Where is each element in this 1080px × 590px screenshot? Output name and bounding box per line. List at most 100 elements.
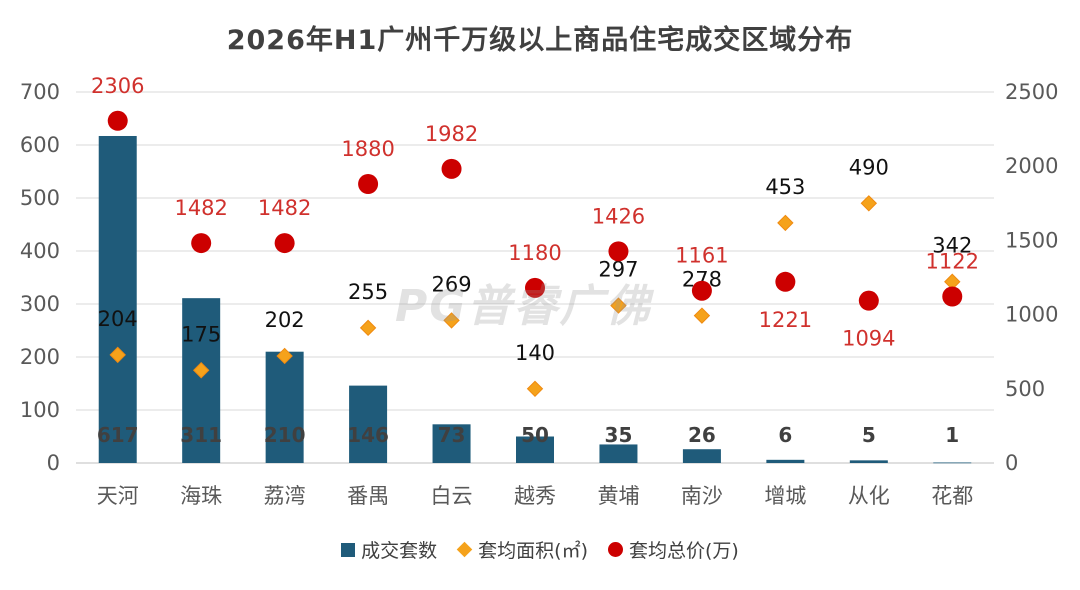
y-left-tick-label: 200 [20, 345, 60, 369]
bar-value-label: 50 [521, 423, 549, 447]
bar-value-label: 35 [605, 423, 633, 447]
bar [849, 460, 888, 463]
x-tick-label: 南沙 [681, 484, 723, 508]
bar [182, 298, 221, 463]
price-marker [441, 158, 462, 179]
bar [265, 351, 304, 463]
x-tick-label: 花都 [931, 484, 973, 508]
legend-swatch-dot [608, 542, 623, 557]
price-marker [942, 286, 963, 307]
bar [599, 444, 638, 463]
area-marker [359, 319, 377, 337]
price-marker [858, 290, 879, 311]
y-right-tick-label: 2500 [1005, 80, 1058, 104]
bar-value-label: 1 [945, 423, 959, 447]
area-value-label: 297 [598, 258, 638, 282]
area-marker [276, 347, 293, 365]
price-marker [107, 110, 128, 131]
price-marker [274, 233, 295, 254]
bar [516, 436, 554, 463]
legend-label-price: 套均总价(万) [629, 540, 739, 562]
area-value-label: 175 [181, 322, 221, 346]
area-marker [777, 214, 794, 232]
x-tick-label: 从化 [848, 484, 890, 508]
price-value-label: 1122 [926, 249, 979, 273]
price-value-label: 1982 [425, 122, 478, 146]
x-tick-label: 荔湾 [264, 484, 306, 508]
x-tick-label: 增城 [764, 484, 806, 508]
price-value-label: 1161 [675, 244, 728, 268]
bar-value-label: 617 [97, 423, 139, 447]
legend: 成交套数 套均面积(㎡) 套均总价(万) [0, 536, 1080, 563]
area-value-label: 269 [431, 272, 471, 296]
legend-label-count: 成交套数 [361, 540, 438, 562]
price-value-label: 1221 [759, 308, 812, 332]
x-tick-label: 海珠 [180, 484, 222, 508]
area-marker [192, 362, 210, 379]
chart-title: 2026年H1广州千万级以上商品住宅成交区域分布 [226, 25, 854, 56]
area-marker [526, 380, 544, 398]
price-marker [775, 271, 796, 292]
price-value-label: 1482 [174, 196, 227, 220]
bar-value-label: 146 [347, 423, 389, 447]
legend-item-price: 套均总价(万) [608, 536, 739, 563]
price-value-label: 1426 [592, 204, 645, 228]
legend-label-area: 套均面积(㎡) [478, 540, 588, 562]
area-marker [109, 346, 126, 364]
y-left-tick-label: 700 [20, 80, 60, 104]
area-value-label: 255 [348, 280, 388, 304]
x-tick-label: 越秀 [514, 484, 556, 508]
price-value-label: 1180 [508, 241, 561, 265]
area-value-label: 490 [849, 155, 889, 179]
bar [766, 459, 805, 463]
legend-swatch-diamond [456, 541, 473, 558]
area-marker [693, 307, 711, 324]
y-left-tick-label: 300 [20, 292, 60, 316]
area-value-label: 342 [932, 234, 972, 258]
y-right-tick-label: 1500 [1005, 228, 1058, 252]
watermark-logo: PG普睿广佛 [395, 281, 652, 332]
x-tick-label: 黄埔 [597, 484, 639, 508]
bar-value-label: 210 [264, 423, 306, 447]
bar [682, 449, 721, 463]
bar-value-label: 311 [180, 423, 222, 447]
price-marker [691, 280, 712, 301]
x-tick-label: 天河 [97, 484, 139, 508]
y-left-tick-label: 600 [20, 133, 60, 157]
area-value-label: 140 [515, 341, 555, 365]
price-marker [608, 241, 629, 262]
legend-item-count: 成交套数 [341, 536, 437, 563]
area-value-label: 453 [765, 175, 805, 199]
price-marker [191, 233, 212, 254]
area-value-label: 204 [98, 307, 138, 331]
legend-swatch-bar [341, 542, 356, 557]
y-left-tick-label: 400 [20, 239, 60, 263]
bar-value-label: 73 [438, 423, 466, 447]
y-left-tick-label: 100 [20, 398, 60, 422]
y-right-tick-label: 2000 [1005, 154, 1058, 178]
y-left-tick-label: 500 [20, 186, 60, 210]
area-marker [610, 297, 627, 314]
y-left-tick-label: 0 [47, 451, 60, 475]
legend-item-area: 套均面积(㎡) [456, 536, 588, 563]
price-value-label: 2306 [91, 74, 144, 98]
y-right-tick-label: 0 [1005, 451, 1018, 475]
bar [349, 385, 388, 463]
price-marker [358, 174, 379, 195]
price-value-label: 1094 [842, 327, 895, 351]
area-marker [860, 195, 878, 212]
x-tick-label: 番禺 [347, 484, 389, 508]
x-tick-label: 白云 [431, 484, 473, 508]
price-value-label: 1482 [258, 196, 311, 220]
y-right-tick-label: 500 [1005, 377, 1045, 401]
bar-value-label: 26 [688, 423, 716, 447]
bar [432, 424, 471, 463]
area-marker [443, 312, 460, 329]
bar [98, 135, 137, 464]
bar [933, 462, 972, 464]
bar-value-label: 5 [862, 423, 876, 447]
price-value-label: 1880 [341, 137, 394, 161]
bar-value-label: 6 [778, 423, 792, 447]
